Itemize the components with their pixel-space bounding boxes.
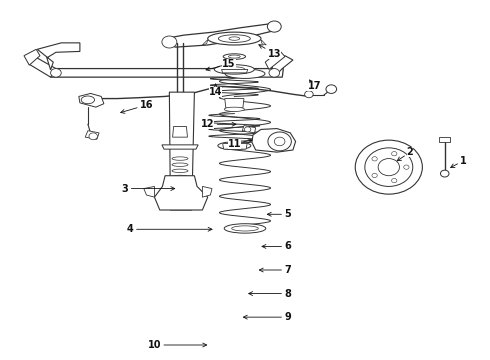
Ellipse shape	[172, 194, 188, 197]
Ellipse shape	[224, 107, 245, 112]
Circle shape	[50, 68, 61, 77]
Polygon shape	[225, 99, 244, 108]
Circle shape	[378, 158, 399, 176]
Ellipse shape	[232, 226, 258, 231]
Ellipse shape	[215, 65, 254, 74]
Text: 16: 16	[121, 100, 153, 113]
Polygon shape	[172, 126, 188, 137]
Text: 8: 8	[249, 289, 291, 298]
Polygon shape	[222, 144, 247, 149]
Ellipse shape	[172, 175, 188, 179]
Ellipse shape	[224, 144, 245, 148]
Ellipse shape	[223, 54, 245, 59]
Polygon shape	[202, 186, 212, 197]
Circle shape	[162, 36, 177, 48]
Polygon shape	[202, 40, 208, 45]
Circle shape	[392, 152, 397, 156]
Polygon shape	[265, 50, 285, 69]
Circle shape	[268, 132, 292, 151]
Polygon shape	[29, 57, 56, 77]
Ellipse shape	[81, 96, 95, 104]
Text: 2: 2	[397, 147, 414, 161]
Ellipse shape	[172, 200, 188, 203]
Text: 14: 14	[209, 84, 222, 97]
Ellipse shape	[172, 181, 188, 185]
Ellipse shape	[218, 142, 251, 149]
Ellipse shape	[228, 55, 240, 58]
Circle shape	[268, 21, 281, 32]
Circle shape	[441, 170, 449, 177]
Circle shape	[392, 179, 397, 183]
Polygon shape	[170, 92, 195, 210]
Polygon shape	[144, 186, 154, 197]
Polygon shape	[37, 43, 80, 70]
Circle shape	[326, 85, 337, 94]
Polygon shape	[440, 137, 450, 142]
Ellipse shape	[224, 224, 266, 233]
Polygon shape	[252, 129, 295, 152]
Circle shape	[355, 140, 422, 194]
Circle shape	[365, 148, 413, 186]
Text: 1: 1	[451, 156, 467, 167]
Text: 7: 7	[259, 265, 291, 275]
Circle shape	[305, 91, 313, 98]
Circle shape	[269, 68, 280, 77]
Polygon shape	[261, 40, 266, 45]
Circle shape	[245, 127, 251, 132]
Circle shape	[372, 157, 377, 161]
Polygon shape	[154, 176, 208, 210]
Ellipse shape	[219, 35, 250, 42]
Polygon shape	[24, 49, 40, 65]
Polygon shape	[49, 68, 283, 77]
Polygon shape	[79, 94, 104, 107]
Ellipse shape	[208, 32, 261, 45]
Polygon shape	[221, 69, 247, 73]
Circle shape	[372, 173, 377, 177]
Circle shape	[274, 137, 285, 146]
Ellipse shape	[172, 163, 188, 166]
Polygon shape	[163, 23, 277, 47]
Text: 15: 15	[206, 59, 236, 71]
Ellipse shape	[224, 67, 245, 72]
Polygon shape	[271, 56, 293, 77]
Ellipse shape	[172, 169, 188, 172]
Ellipse shape	[172, 188, 188, 191]
Circle shape	[89, 133, 98, 140]
Text: 9: 9	[244, 312, 291, 322]
Text: 5: 5	[268, 209, 291, 219]
Text: 4: 4	[127, 224, 212, 234]
Ellipse shape	[229, 37, 240, 40]
Polygon shape	[243, 126, 256, 133]
Text: 11: 11	[227, 139, 252, 149]
Text: 13: 13	[259, 45, 281, 59]
Polygon shape	[162, 145, 198, 149]
Text: 12: 12	[201, 119, 236, 129]
Text: 10: 10	[147, 340, 207, 350]
Polygon shape	[85, 131, 99, 139]
Circle shape	[404, 165, 409, 169]
Ellipse shape	[225, 69, 265, 78]
Text: 3: 3	[122, 184, 175, 194]
Text: 17: 17	[308, 80, 321, 91]
Ellipse shape	[172, 157, 188, 160]
Text: 6: 6	[262, 242, 291, 251]
